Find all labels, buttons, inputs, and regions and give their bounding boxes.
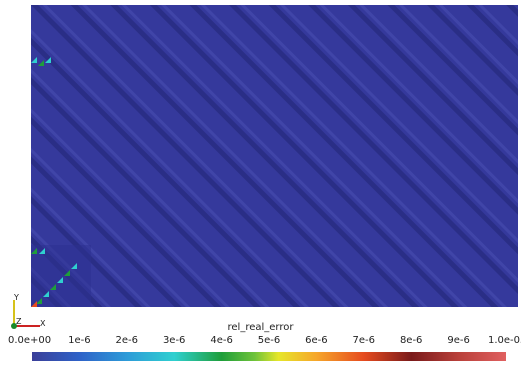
- colorbar-tick-label: 8e-6: [399, 335, 423, 346]
- z-axis-label: Z: [16, 317, 22, 326]
- error-field-render[interactable]: [31, 5, 518, 307]
- error-patch: [36, 298, 42, 304]
- colorbar-tick-label: 2e-6: [115, 335, 139, 346]
- x-axis-label: X: [40, 319, 46, 328]
- colorbar-tick-label: 6e-6: [305, 335, 328, 346]
- y-axis-label: Y: [14, 293, 19, 302]
- error-patch: [31, 248, 37, 254]
- colorbar-tick-label: 1e-6: [68, 335, 91, 346]
- colorbar-tick-label: 0.0e+00: [8, 335, 52, 346]
- error-patch: [45, 57, 51, 63]
- z-axis-dot: [11, 323, 17, 329]
- orientation-axes: Y Z X: [4, 290, 54, 330]
- colorbar-tick-label: 1.0e-05: [488, 335, 521, 346]
- error-patch: [57, 277, 63, 283]
- error-patch: [43, 291, 49, 297]
- axes-svg: [11, 300, 40, 329]
- error-patch: [31, 301, 37, 307]
- colorbar-tick-label: 7e-6: [352, 335, 376, 346]
- colorbar-title: rel_real_error: [227, 322, 294, 333]
- error-patch: [50, 284, 56, 290]
- high-error-patches: [31, 57, 91, 307]
- error-patch: [38, 60, 44, 66]
- colorbar-tick-label: 4e-6: [210, 335, 233, 346]
- coarse-mesh-region: [31, 245, 91, 307]
- error-patch: [71, 263, 77, 269]
- colorbar-tick-label: 5e-6: [257, 335, 281, 346]
- error-patch: [64, 270, 70, 276]
- colorbar-tick-labels: 0.0e+00 1e-6 2e-6 3e-6 4e-6 5e-6 6e-6 7e-6 8e-6 9…: [0, 335, 521, 347]
- colorbar-gradient: [32, 352, 506, 361]
- colorbar-tick-label: 9e-6: [447, 335, 470, 346]
- error-patch: [31, 57, 37, 63]
- striped-field: [31, 5, 518, 307]
- field-svg: [31, 5, 518, 307]
- colorbar-tick-label: 3e-6: [162, 335, 186, 346]
- error-patch: [39, 248, 45, 254]
